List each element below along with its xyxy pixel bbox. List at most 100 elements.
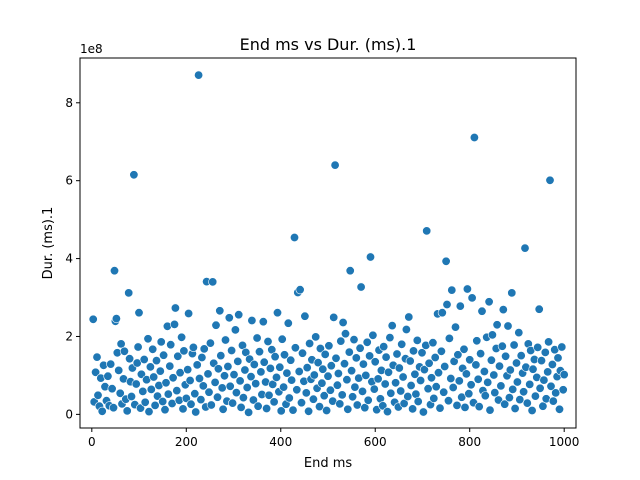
y-tick-label: 6 [65,174,73,188]
data-point [465,355,475,365]
data-point [109,403,119,413]
data-point [358,359,368,369]
data-point [507,288,517,298]
data-point [440,361,450,371]
data-point [136,403,146,413]
data-point [335,399,345,409]
data-point [284,393,294,403]
data-point [557,342,567,352]
data-point [439,387,449,397]
data-point [514,328,524,338]
data-point [476,349,486,359]
data-point [208,277,218,287]
data-point [258,317,268,327]
data-point [443,396,453,406]
data-point [356,282,366,292]
data-point [225,381,235,391]
data-point [269,397,279,407]
data-point [361,370,371,380]
data-point [337,390,347,400]
data-point [320,349,330,359]
data-point [419,365,429,375]
data-point [355,343,365,353]
data-point [153,391,163,401]
data-point [139,354,149,364]
data-point [317,378,327,388]
data-point [106,359,116,369]
data-point [119,346,129,356]
data-point [152,356,162,366]
plot-frame [79,57,577,429]
data-point [275,362,285,372]
data-point [288,405,298,415]
data-point [326,361,336,371]
data-point [315,343,325,353]
data-point [459,344,469,354]
data-point [148,344,158,354]
data-point [252,333,262,343]
data-point [519,387,529,397]
y-tick-label: 0 [65,407,73,421]
data-point [304,406,314,416]
data-point [302,363,312,373]
data-point [91,367,101,377]
data-point [379,342,389,352]
data-point [134,308,144,318]
data-point [241,347,251,357]
data-point [138,386,148,396]
data-point [401,324,411,334]
data-point [411,389,421,399]
data-point [205,338,215,348]
data-point [194,70,204,80]
data-point [351,353,361,363]
data-point [231,388,241,398]
data-point [431,382,441,392]
data-point [357,386,367,396]
data-point [308,394,318,404]
data-point [223,361,233,371]
data-point [146,384,156,394]
data-point [504,393,514,403]
data-point [386,388,396,398]
data-point [97,406,107,416]
data-point [480,391,490,401]
data-point [436,346,446,356]
data-point [175,368,185,378]
data-point [144,407,154,417]
data-point [446,373,456,383]
data-point [282,368,292,378]
data-point [528,364,538,374]
data-point [398,372,408,382]
data-point [365,351,375,361]
data-point [486,355,496,365]
data-point [342,375,352,385]
data-point [412,335,422,345]
data-point [515,395,525,405]
data-point [329,312,339,322]
data-point [527,405,537,415]
data-point [454,376,464,386]
data-point [485,405,495,415]
x-tick-label: 600 [364,435,387,449]
data-point [271,372,281,382]
data-point [218,404,228,414]
data-point [392,349,402,359]
data-point [324,341,334,351]
y-offset-label: 1e8 [80,42,103,56]
data-point [133,342,143,352]
data-point [338,317,348,327]
data-point [216,351,226,361]
data-point [230,325,240,335]
data-point [311,332,321,342]
data-point [408,346,418,356]
data-point [548,396,558,406]
data-point [424,358,434,368]
data-point [220,371,230,381]
data-point [256,367,266,377]
y-tick-label: 8 [65,96,73,110]
data-point [150,400,160,410]
data-point [161,378,171,388]
data-point [159,350,169,360]
data-point [348,392,358,402]
data-point [391,378,401,388]
